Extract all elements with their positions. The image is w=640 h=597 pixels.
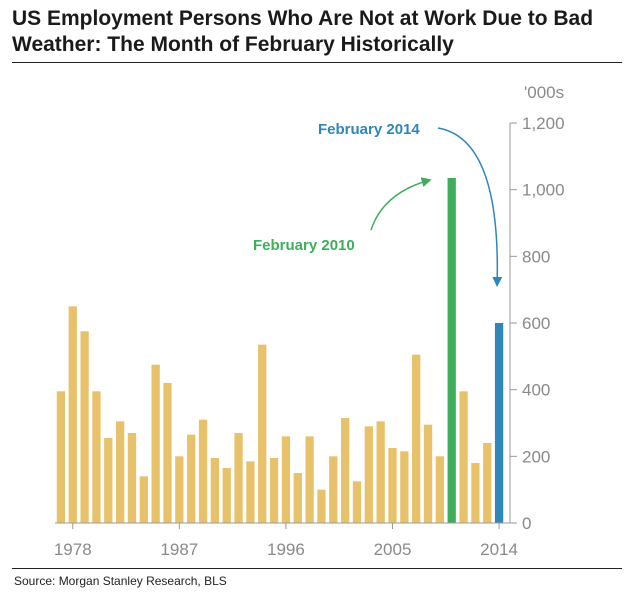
bar-1996 <box>281 436 291 523</box>
x-axis: 1978 1987 1996 2005 2014 <box>54 522 518 559</box>
y-unit-label: '000s <box>524 83 564 102</box>
title-divider <box>12 62 622 63</box>
bar-1986 <box>163 383 172 523</box>
bar-1998 <box>305 436 314 523</box>
y-tick-label: 400 <box>522 381 550 400</box>
bar-1985 <box>151 364 160 523</box>
bar-2006 <box>400 451 409 523</box>
bar-1978 <box>68 306 77 523</box>
annotation-arrow <box>437 127 503 287</box>
bar-2002 <box>352 481 362 523</box>
y-tick-label: 600 <box>522 314 550 333</box>
y-tick-label: 800 <box>522 247 550 266</box>
bar-1977 <box>56 391 66 523</box>
bar-1992 <box>234 433 243 523</box>
annotation-label: February 2010 <box>253 237 355 254</box>
y-tick-label: 0 <box>522 514 531 533</box>
annotations: February 2010 February 2014 <box>253 121 503 287</box>
bar-2011 <box>459 391 468 523</box>
y-tick-label: 1,200 <box>522 114 565 133</box>
bar-1994 <box>258 344 267 523</box>
x-tick-label: 2014 <box>480 540 518 559</box>
bar-2001 <box>340 418 350 523</box>
y-axis: 0 200 400 600 800 1,000 1,200 <box>509 114 565 533</box>
source-divider <box>12 568 622 569</box>
bar-1990 <box>210 458 220 523</box>
y-tick-label: 200 <box>522 447 550 466</box>
bar-2013 <box>483 443 492 523</box>
source-note: Source: Morgan Stanley Research, BLS <box>14 574 227 588</box>
x-tick-label: 1987 <box>160 540 198 559</box>
x-tick-label: 1996 <box>267 540 305 559</box>
bar-2004 <box>376 421 385 523</box>
x-tick-label: 1978 <box>54 540 92 559</box>
bar-2012 <box>471 463 480 523</box>
bar-1991 <box>222 468 231 523</box>
bar-1982 <box>115 421 125 523</box>
bar-1989 <box>198 419 208 523</box>
bar-2005 <box>388 448 397 523</box>
bar-2010 <box>447 178 456 523</box>
bar-1981 <box>104 438 113 523</box>
bar-1995 <box>269 458 279 523</box>
chart-title: US Employment Persons Who Are Not at Wor… <box>12 7 594 56</box>
bar-group <box>56 178 504 523</box>
bar-1980 <box>92 391 101 523</box>
bar-2007 <box>412 354 421 523</box>
annotation-arrow <box>370 177 432 231</box>
bar-2000 <box>329 456 338 523</box>
bar-1983 <box>127 433 137 523</box>
bar-1993 <box>246 461 255 523</box>
bar-2014 <box>494 323 504 523</box>
x-tick-label: 2005 <box>374 540 412 559</box>
bar-1984 <box>139 476 148 523</box>
bar-2003 <box>364 426 373 523</box>
bar-1997 <box>293 473 302 523</box>
bar-1979 <box>80 331 89 523</box>
bar-1987 <box>175 456 184 523</box>
bar-2009 <box>435 456 445 523</box>
bar-1988 <box>187 434 196 523</box>
annotation-label: February 2014 <box>318 121 420 138</box>
bar-1999 <box>317 489 326 523</box>
bar-2008 <box>423 424 433 523</box>
y-tick-label: 1,000 <box>522 181 565 200</box>
